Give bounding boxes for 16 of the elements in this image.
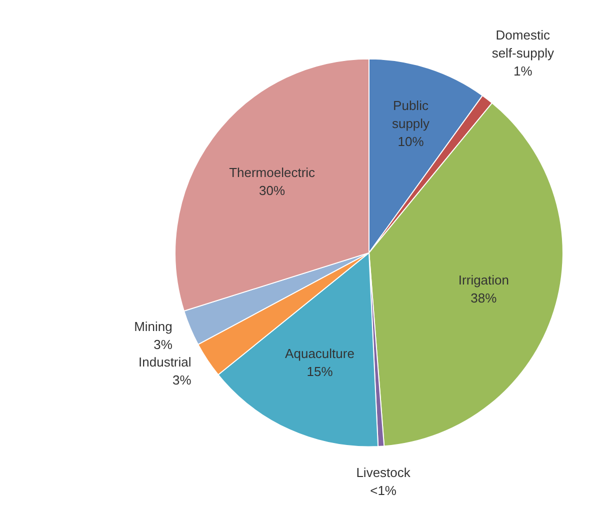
slice-label: Domestic self-supply (492, 27, 554, 60)
slice-label: Livestock (356, 464, 411, 480)
data-label: 38% (470, 290, 498, 306)
data-label: 15% (306, 364, 334, 380)
slice-label: Thermoelectric (229, 165, 316, 180)
data-label: 3% (154, 337, 173, 352)
data-label: 30% (259, 183, 286, 198)
slice-label: Public supply (392, 98, 430, 132)
data-label: 3% (172, 372, 192, 388)
data-label: <1% (370, 482, 397, 498)
slice-label: Industrial (138, 354, 192, 370)
slice-label: Aquaculture (285, 346, 354, 362)
data-label: 1% (513, 63, 533, 78)
slice-label: Mining (134, 319, 172, 334)
data-label: 10% (398, 134, 424, 150)
slice-label: Irrigation (458, 272, 509, 288)
